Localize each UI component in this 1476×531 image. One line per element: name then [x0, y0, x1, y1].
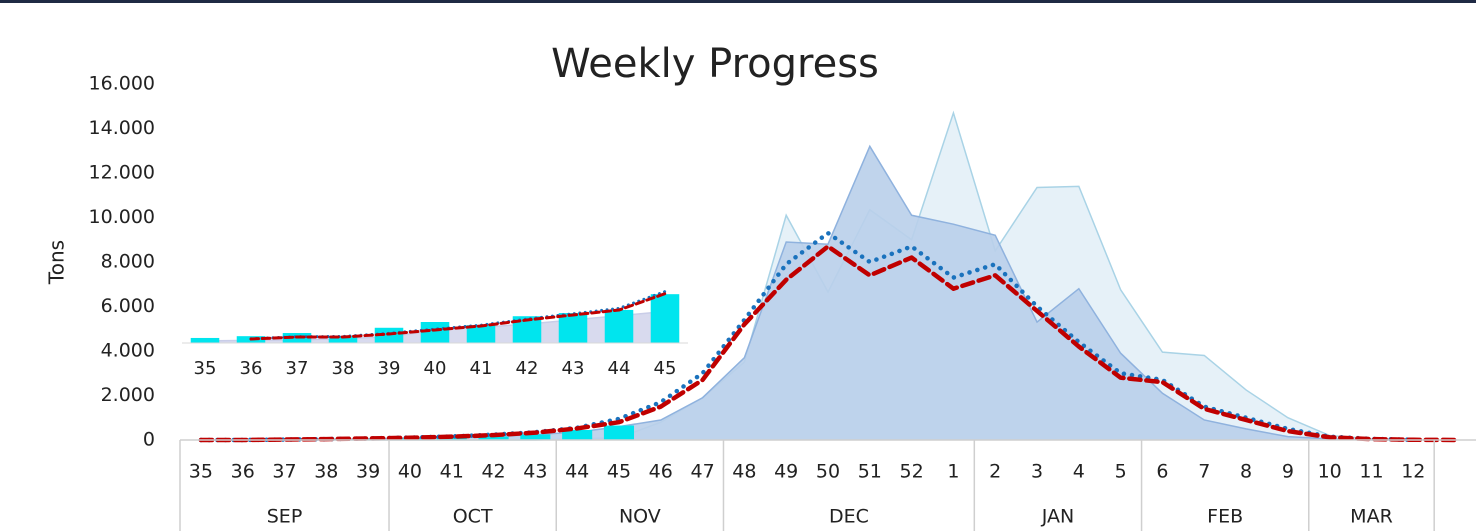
- area-edge: [200, 144, 1414, 441]
- bar: [650, 294, 680, 343]
- inset-x-tick-label: 43: [562, 358, 585, 379]
- bar: [420, 322, 450, 343]
- bar: [562, 429, 593, 440]
- y-axis-label: Tons: [45, 240, 69, 285]
- month-label: OCT: [453, 506, 493, 528]
- month-label: DEC: [829, 506, 869, 528]
- inset-x-tick-label: 44: [608, 358, 631, 379]
- line: [198, 230, 1416, 443]
- y-tick-label: 2.000: [101, 384, 155, 406]
- inset-x-tick-label: 45: [654, 358, 677, 379]
- x-tick-label: 38: [314, 461, 338, 483]
- month-label: FEB: [1207, 506, 1243, 528]
- x-tick-label: 10: [1318, 461, 1342, 483]
- inset-x-tick-label: 40: [424, 358, 447, 379]
- month-label: NOV: [619, 506, 661, 528]
- inset-x-tick-label: 42: [516, 358, 539, 379]
- x-tick-label: 41: [440, 461, 464, 483]
- x-tick-label: 12: [1401, 461, 1425, 483]
- y-tick-label: 6.000: [101, 295, 155, 317]
- x-tick-label: 36: [231, 461, 255, 483]
- y-tick-label: 12.000: [89, 162, 155, 184]
- line: [249, 292, 667, 341]
- x-tick-label: 5: [1115, 461, 1127, 483]
- y-tick-label: 16.000: [89, 73, 155, 95]
- x-tick-label: 40: [398, 461, 422, 483]
- x-tick-label: 43: [523, 461, 547, 483]
- x-tick-label: 49: [774, 461, 798, 483]
- x-tick-label: 1: [947, 461, 959, 483]
- x-tick-label: 9: [1282, 461, 1294, 483]
- x-tick-label: 35: [189, 461, 213, 483]
- inset-x-tick-label: 37: [286, 358, 309, 379]
- y-tick-label: 0: [143, 429, 155, 451]
- x-tick-label: 11: [1359, 461, 1383, 483]
- x-tick-label: 39: [356, 461, 380, 483]
- month-label: MAR: [1350, 506, 1393, 528]
- inset-x-tick-label: 38: [332, 358, 355, 379]
- x-tick-label: 50: [816, 461, 840, 483]
- x-tick-label: 7: [1198, 461, 1210, 483]
- bar: [558, 313, 588, 343]
- y-tick-label: 14.000: [89, 117, 155, 139]
- bar: [478, 436, 509, 440]
- area: [205, 311, 665, 343]
- bar: [603, 425, 635, 440]
- x-tick-label: 4: [1073, 461, 1085, 483]
- chart-title: Weekly Progress: [551, 41, 879, 87]
- month-label: JAN: [1041, 506, 1074, 528]
- inset-x-tick-label: 39: [378, 358, 401, 379]
- x-tick-label: 44: [565, 461, 589, 483]
- x-tick-label: 46: [649, 461, 673, 483]
- x-tick-label: 2: [989, 461, 1001, 483]
- x-tick-label: 42: [481, 461, 505, 483]
- y-tick-label: 10.000: [89, 206, 155, 228]
- line: [198, 244, 1458, 443]
- x-tick-label: 48: [732, 461, 756, 483]
- bar: [328, 336, 358, 343]
- inset-x-tick-label: 36: [240, 358, 263, 379]
- inset-x-tick-label: 35: [194, 358, 217, 379]
- x-tick-label: 8: [1240, 461, 1252, 483]
- x-tick-label: 37: [272, 461, 296, 483]
- month-label: SEP: [267, 506, 303, 528]
- x-tick-label: 51: [858, 461, 882, 483]
- y-tick-label: 4.000: [101, 340, 155, 362]
- y-tick-label: 8.000: [101, 251, 155, 273]
- x-tick-label: 3: [1031, 461, 1043, 483]
- bar: [604, 309, 634, 343]
- x-tick-label: 52: [900, 461, 924, 483]
- top-border: [0, 0, 1476, 3]
- bar: [520, 434, 551, 440]
- bar: [190, 337, 220, 343]
- x-tick-label: 6: [1156, 461, 1168, 483]
- inset-x-tick-label: 41: [470, 358, 493, 379]
- x-tick-label: 45: [607, 461, 631, 483]
- x-tick-label: 47: [690, 461, 714, 483]
- bar: [466, 325, 496, 343]
